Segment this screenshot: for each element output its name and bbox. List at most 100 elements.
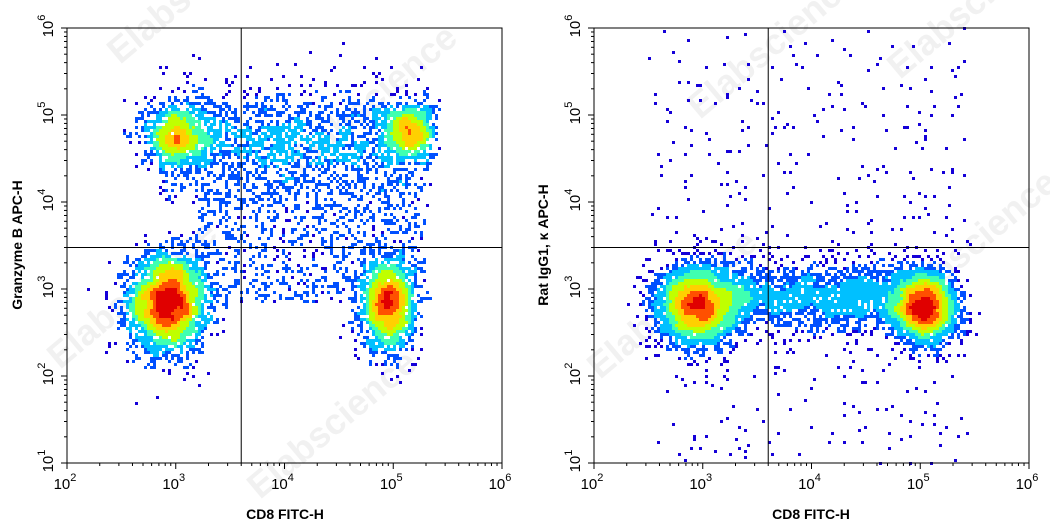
event-dot xyxy=(672,342,675,345)
event-dot xyxy=(414,159,417,162)
event-dot xyxy=(168,135,171,138)
event-dot xyxy=(384,123,387,126)
event-dot xyxy=(276,135,279,138)
event-dot xyxy=(378,333,381,336)
event-dot xyxy=(207,138,210,141)
event-dot xyxy=(717,294,720,297)
event-dot xyxy=(381,273,384,276)
event-dot xyxy=(303,300,306,303)
event-dot xyxy=(285,186,288,189)
event-dot xyxy=(729,318,732,321)
event-dot xyxy=(195,270,198,273)
plot-panel-granzyme-b: Elabscience Elabscience Elabscience Elab… xyxy=(9,0,511,522)
event-dot xyxy=(723,306,726,309)
event-dot xyxy=(138,117,141,120)
event-dot xyxy=(201,177,204,180)
event-dot xyxy=(411,114,414,117)
event-dot xyxy=(243,225,246,228)
event-dot xyxy=(366,165,369,168)
event-dot xyxy=(186,357,189,360)
event-dot xyxy=(213,321,216,324)
event-dot xyxy=(309,240,312,243)
event-dot xyxy=(303,180,306,183)
event-dot xyxy=(282,261,285,264)
event-dot xyxy=(684,273,687,276)
event-dot xyxy=(693,279,696,282)
event-dot xyxy=(318,141,321,144)
event-dot xyxy=(396,312,399,315)
event-dot xyxy=(165,276,168,279)
event-dot xyxy=(393,273,396,276)
event-dot xyxy=(297,132,300,135)
event-dot xyxy=(408,321,411,324)
event-dot xyxy=(168,105,171,108)
event-dot xyxy=(222,216,225,219)
event-dot xyxy=(246,180,249,183)
event-dot xyxy=(720,282,723,285)
event-dot xyxy=(252,285,255,288)
event-dot xyxy=(360,300,363,303)
event-dot xyxy=(198,303,201,306)
event-dot xyxy=(210,144,213,147)
event-dot xyxy=(309,132,312,135)
event-dot xyxy=(162,369,165,372)
event-dot xyxy=(660,309,663,312)
event-dot xyxy=(720,348,723,351)
event-dot xyxy=(279,147,282,150)
event-dot xyxy=(204,276,207,279)
event-dot xyxy=(393,111,396,114)
event-dot xyxy=(375,237,378,240)
event-dot xyxy=(159,333,162,336)
event-dot xyxy=(642,300,645,303)
event-dot xyxy=(738,291,741,294)
event-dot xyxy=(381,126,384,129)
event-dot xyxy=(339,204,342,207)
event-dot xyxy=(258,237,261,240)
event-dot xyxy=(174,159,177,162)
event-dot xyxy=(381,141,384,144)
event-dot xyxy=(171,264,174,267)
event-dot xyxy=(681,339,684,342)
event-dot xyxy=(426,138,429,141)
event-dot xyxy=(297,126,300,129)
event-dot xyxy=(162,258,165,261)
event-dot xyxy=(423,111,426,114)
event-dot xyxy=(141,255,144,258)
event-dot xyxy=(411,123,414,126)
event-dot xyxy=(147,114,150,117)
event-dot xyxy=(675,345,678,348)
event-dot xyxy=(237,162,240,165)
event-dot xyxy=(255,291,258,294)
event-dot xyxy=(177,300,180,303)
event-dot xyxy=(252,261,255,264)
event-dot xyxy=(276,63,279,66)
event-dot xyxy=(162,336,165,339)
event-dot xyxy=(408,315,411,318)
event-dot xyxy=(132,261,135,264)
event-dot xyxy=(351,135,354,138)
event-dot xyxy=(156,261,159,264)
event-dot xyxy=(339,114,342,117)
event-dot xyxy=(357,324,360,327)
event-dot xyxy=(429,132,432,135)
event-dot xyxy=(282,144,285,147)
event-dot xyxy=(381,231,384,234)
event-dot xyxy=(159,132,162,135)
event-dot xyxy=(711,294,714,297)
event-dot xyxy=(384,315,387,318)
event-dot xyxy=(177,324,180,327)
event-dot xyxy=(693,273,696,276)
event-dot xyxy=(225,225,228,228)
event-dot xyxy=(369,156,372,159)
event-dot xyxy=(390,318,393,321)
event-dot xyxy=(195,339,198,342)
event-dot xyxy=(360,84,363,87)
event-dot xyxy=(387,144,390,147)
event-dot xyxy=(168,306,171,309)
event-dot xyxy=(165,345,168,348)
event-dot xyxy=(372,303,375,306)
event-dot xyxy=(138,294,141,297)
event-dot xyxy=(372,150,375,153)
event-dot xyxy=(384,285,387,288)
event-dot xyxy=(642,279,645,282)
